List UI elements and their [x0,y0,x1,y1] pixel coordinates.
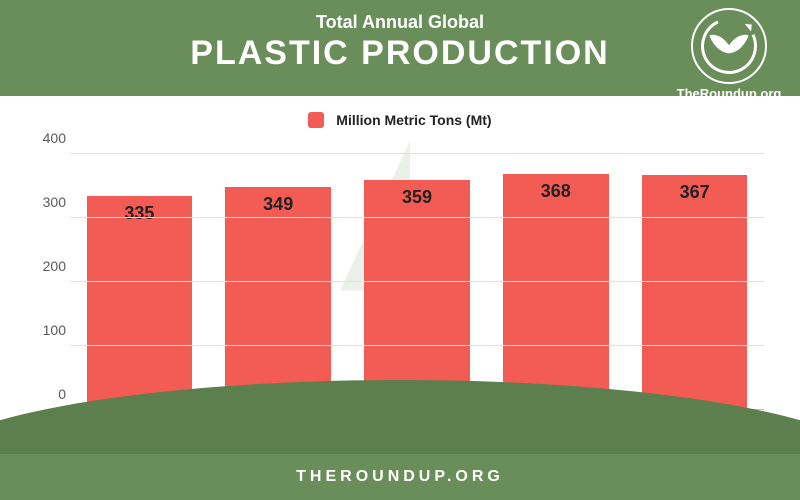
brand-logo: TheRoundup.org [674,8,784,101]
gridline [70,153,764,154]
y-tick-label: 400 [26,130,66,146]
footer-url: THEROUNDUP.ORG [296,468,504,485]
bar-slot: 3492017 [209,154,348,410]
y-tick-label: 0 [26,386,66,402]
gridline [70,281,764,282]
bar-slot: 3682019 [486,154,625,410]
bar-slot: 3352016 [70,154,209,410]
bar-value-label: 359 [348,187,487,208]
bar-value-label: 368 [486,181,625,202]
bars-container: 33520163492017359201836820193672020 [70,154,764,410]
bar-slot: 3592018 [348,154,487,410]
bar-value-label: 349 [209,194,348,215]
y-tick-label: 200 [26,258,66,274]
y-tick-label: 300 [26,194,66,210]
brand-name: TheRoundup.org [674,86,784,101]
bar-value-label: 367 [625,182,764,203]
bar [642,175,748,410]
bar-slot: 3672020 [625,154,764,410]
recycle-leaf-icon [691,8,767,84]
footer-banner: THEROUNDUP.ORG [0,454,800,500]
bar-value-label: 335 [70,203,209,224]
plot-region: 33520163492017359201836820193672020 PEMR… [70,154,764,410]
gridline [70,217,764,218]
legend-label: Million Metric Tons (Mt) [336,112,491,128]
legend-swatch [308,112,324,128]
y-tick-label: 100 [26,322,66,338]
bar [87,196,193,410]
gridline [70,345,764,346]
bar [225,187,331,410]
bar [503,174,609,410]
bar [364,180,470,410]
